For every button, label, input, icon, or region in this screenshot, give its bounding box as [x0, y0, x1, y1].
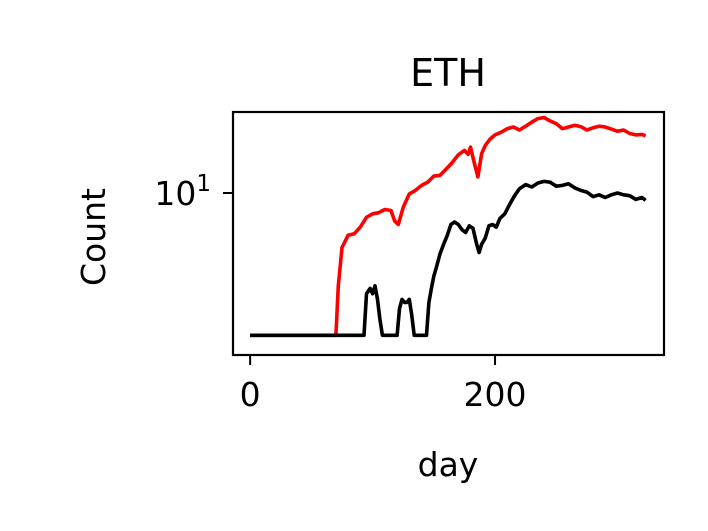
x-axis: 0 200 — [240, 355, 527, 414]
series-line-0 — [250, 115, 647, 338]
y-axis: 101 — [154, 171, 233, 213]
x-tick-label: 0 — [240, 375, 261, 414]
x-axis-label: day — [418, 445, 479, 484]
series-layer — [250, 115, 647, 338]
plot-frame — [231, 110, 666, 357]
chart-title: ETH — [410, 51, 486, 95]
x-tick-label: 200 — [464, 375, 527, 414]
series-line-1 — [250, 179, 647, 338]
y-tick-label: 101 — [154, 171, 211, 213]
y-axis-label: Count — [74, 188, 113, 286]
